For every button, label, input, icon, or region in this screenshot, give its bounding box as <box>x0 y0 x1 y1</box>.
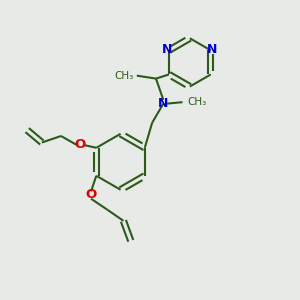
Text: CH₃: CH₃ <box>115 71 134 81</box>
Text: N: N <box>162 43 172 56</box>
Text: N: N <box>207 43 217 56</box>
Text: O: O <box>74 138 86 151</box>
Text: N: N <box>158 97 169 110</box>
Text: O: O <box>85 188 97 201</box>
Text: CH₃: CH₃ <box>187 97 206 107</box>
